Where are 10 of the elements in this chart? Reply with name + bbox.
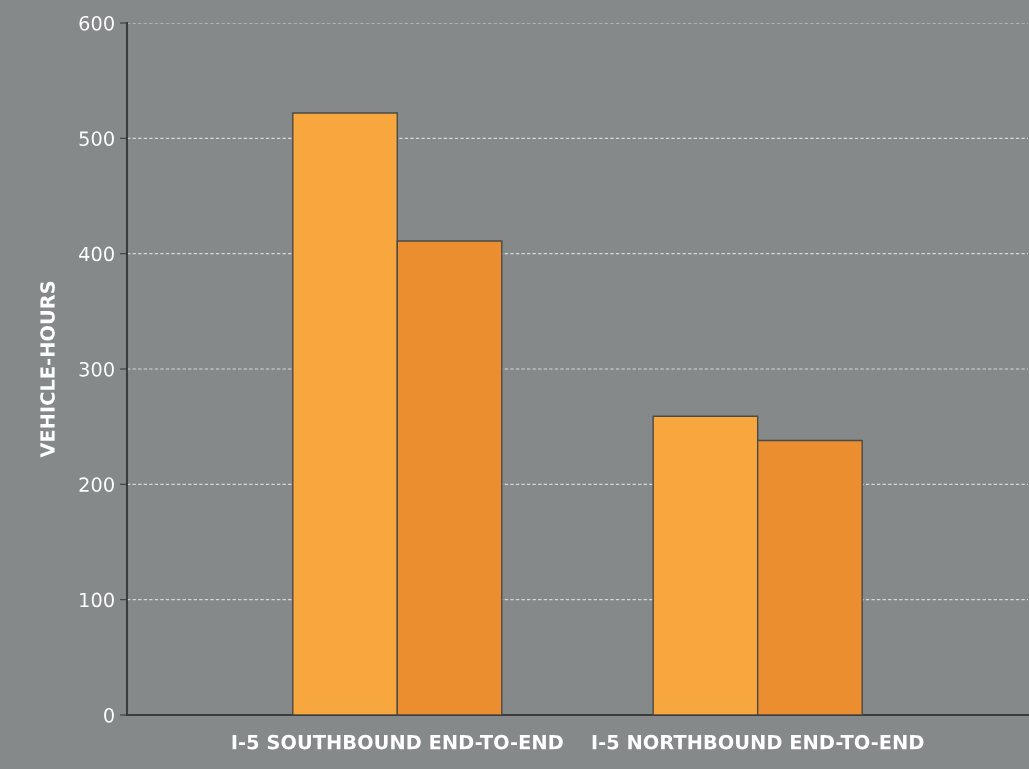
y-tick-label: 500 bbox=[79, 131, 114, 146]
y-tick-label: 0 bbox=[104, 707, 114, 723]
x-tick-label: I-5 SOUTHBOUND END-TO-END bbox=[232, 734, 563, 750]
y-tick-label: 200 bbox=[79, 477, 114, 492]
x-tick-label: I-5 NORTHBOUND END-TO-END bbox=[592, 734, 924, 750]
y-tick-label: 600 bbox=[79, 15, 114, 31]
y-axis-title: VEHICLE-HOURS bbox=[40, 281, 55, 458]
y-tick-label: 100 bbox=[80, 592, 114, 608]
y-tick-label: 300 bbox=[79, 361, 114, 377]
y-tick-label: 400 bbox=[79, 246, 114, 262]
